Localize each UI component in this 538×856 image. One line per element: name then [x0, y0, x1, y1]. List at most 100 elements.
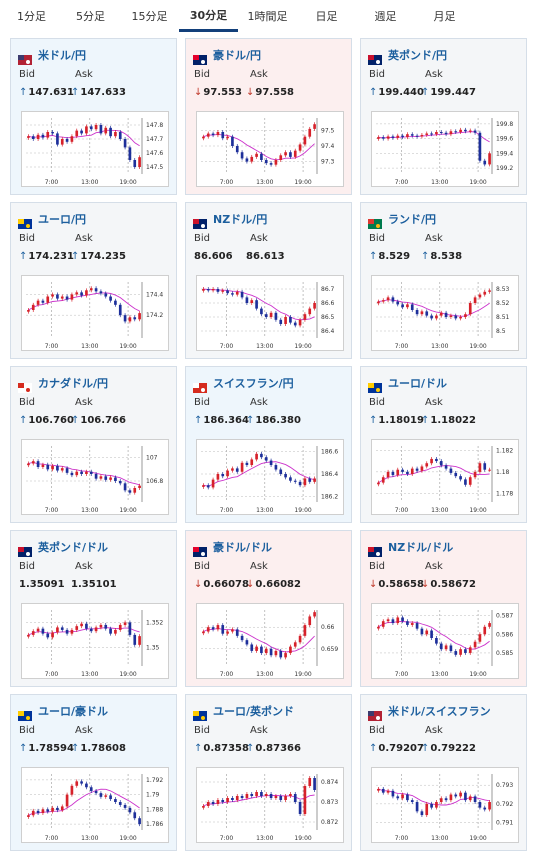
- candle-body: [109, 795, 112, 800]
- rate-card[interactable]: 豪ドル/円 Bid Ask ↓97.553 ↓97.558 7:00 13:00 19:00 9…: [185, 38, 352, 195]
- rate-card[interactable]: 英ポンド/ドル Bid Ask 1.35091 1.35101 7:00 13:00 19:0…: [10, 530, 177, 687]
- rate-card[interactable]: 米ドル/スイスフラン Bid Ask ↑0.79207 ↑0.79222 7:00 13:0…: [360, 694, 527, 851]
- candle-body: [206, 802, 210, 806]
- rate-card-header[interactable]: 英ポンド/ドル: [18, 539, 109, 557]
- rate-card-header[interactable]: 米ドル/円: [18, 47, 87, 65]
- rate-card-header[interactable]: ユーロ/英ポンド: [193, 703, 295, 721]
- candle-body: [274, 312, 278, 320]
- candle-body: [231, 136, 234, 146]
- nz-jp-flag: [193, 214, 207, 229]
- tab-5[interactable]: 日足: [315, 10, 338, 23]
- pair-name[interactable]: 英ポンド/ドル: [38, 540, 109, 554]
- candle-body: [85, 783, 88, 788]
- rate-card[interactable]: カナダドル/円 Bid Ask ↑106.760 ↑106.766 7:00 13:00 19…: [10, 366, 177, 523]
- rate-card[interactable]: 米ドル/円 Bid Ask ↑147.631 ↑147.633 7:00 13:00 19:0…: [10, 38, 177, 195]
- pair-name[interactable]: 豪ドル/ドル: [213, 540, 273, 554]
- tab-6[interactable]: 週足: [374, 10, 397, 23]
- candle-body: [31, 810, 35, 816]
- rate-card[interactable]: ユーロ/英ポンド Bid Ask ↑0.87358 ↑0.87366 7:00 13:00 1…: [185, 694, 352, 851]
- pair-name[interactable]: スイスフラン/円: [213, 376, 294, 390]
- rate-card[interactable]: ユーロ/ドル Bid Ask ↑1.18019 ↑1.18022 7:00 13:00 19:…: [360, 366, 527, 523]
- rate-card[interactable]: 豪ドル/ドル Bid Ask ↓0.66078 ↓0.66082 7:00 13:00 19:…: [185, 530, 352, 687]
- candle-body: [231, 798, 234, 800]
- pair-name[interactable]: ユーロ/ドル: [388, 376, 448, 390]
- ask-price: 1.78608: [80, 743, 126, 754]
- rate-card[interactable]: NZドル/円 Bid Ask 86.606 86.613 7:00 13:00 19:00 86…: [185, 202, 352, 359]
- y-tick-label: 1.18: [496, 469, 510, 476]
- tab-1[interactable]: 5分足: [76, 10, 105, 23]
- pair-name[interactable]: 米ドル/円: [38, 48, 87, 62]
- rate-card[interactable]: 英ポンド/円 Bid Ask ↑199.440 ↑199.447 7:00 13:00 19:…: [360, 38, 527, 195]
- pair-name[interactable]: 豪ドル/円: [213, 48, 262, 62]
- tab-2[interactable]: 15分足: [131, 10, 168, 23]
- rate-card-header[interactable]: ランド/円: [368, 211, 437, 229]
- price-chart[interactable]: 7:00 13:00 19:00 8.53 8.52 8.51 8.5: [371, 275, 519, 351]
- price-chart[interactable]: 7:00 13:00 19:00 0.66 0.659: [196, 603, 344, 679]
- price-chart[interactable]: 7:00 13:00 19:00 1.352 1.35: [21, 603, 169, 679]
- price-chart[interactable]: 7:00 13:00 19:00 107 106.8: [21, 439, 169, 515]
- x-tick-label: 13:00: [81, 343, 98, 350]
- bid-value: ↑199.440: [369, 87, 424, 98]
- rate-card-header[interactable]: ユーロ/円: [18, 211, 87, 229]
- price-chart[interactable]: 7:00 13:00 19:00 199.8 199.6 199.4 199.2: [371, 111, 519, 187]
- pair-name[interactable]: 米ドル/スイスフラン: [388, 704, 491, 718]
- candlestick-chart: 7:00 13:00 19:00 0.66 0.659: [201, 610, 338, 678]
- ask-label: Ask: [75, 69, 93, 80]
- rate-card-header[interactable]: ユーロ/ドル: [368, 375, 448, 393]
- bid-value: ↓0.58658: [369, 579, 424, 590]
- price-chart[interactable]: 7:00 13:00 19:00 174.4 174.2: [21, 275, 169, 351]
- pair-name[interactable]: ユーロ/豪ドル: [38, 704, 109, 718]
- candle-body: [430, 458, 433, 464]
- candle-body: [36, 628, 40, 632]
- candle-body: [444, 465, 448, 469]
- price-chart[interactable]: 7:00 13:00 19:00 0.874 0.873 0.872: [196, 767, 344, 843]
- candle-body: [449, 794, 453, 801]
- candle-body: [298, 802, 302, 814]
- rate-card[interactable]: NZドル/ドル Bid Ask ↓0.58658 ↓0.58672 7:00 13:00 19…: [360, 530, 527, 687]
- rate-card[interactable]: スイスフラン/円 Bid Ask ↑186.364 ↑186.380 7:00 13:00 1…: [185, 366, 352, 523]
- rate-card-header[interactable]: 米ドル/スイスフラン: [368, 703, 491, 721]
- price-chart[interactable]: 7:00 13:00 19:00 97.5 97.4 97.3: [196, 111, 344, 187]
- candle-body: [118, 481, 122, 484]
- pair-name[interactable]: 英ポンド/円: [388, 48, 448, 62]
- pair-name[interactable]: ユーロ/円: [38, 212, 87, 226]
- x-tick-label: 19:00: [469, 343, 486, 350]
- rate-card-header[interactable]: NZドル/ドル: [368, 539, 454, 557]
- rate-card-header[interactable]: NZドル/円: [193, 211, 268, 229]
- price-chart[interactable]: 7:00 13:00 19:00 0.793 0.792 0.791: [371, 767, 519, 843]
- rate-card-header[interactable]: ユーロ/豪ドル: [18, 703, 109, 721]
- tab-7[interactable]: 月足: [433, 10, 456, 23]
- pair-name[interactable]: NZドル/円: [213, 212, 268, 226]
- rate-card-header[interactable]: 豪ドル/円: [193, 47, 262, 65]
- rate-card-header[interactable]: 英ポンド/円: [368, 47, 448, 65]
- ask-price: 1.18022: [430, 415, 476, 426]
- rate-card-header[interactable]: スイスフラン/円: [193, 375, 294, 393]
- tab-0[interactable]: 1分足: [17, 10, 46, 23]
- moving-average-line: [28, 788, 140, 816]
- candle-body: [250, 644, 254, 651]
- pair-name[interactable]: ランド/円: [388, 212, 437, 226]
- price-chart[interactable]: 7:00 13:00 19:00 186.6 186.4 186.2: [196, 439, 344, 515]
- rate-card[interactable]: ユーロ/豪ドル Bid Ask ↑1.78594 ↑1.78608 7:00 13:00 19…: [10, 694, 177, 851]
- rate-card-header[interactable]: カナダドル/円: [18, 375, 109, 393]
- candle-body: [386, 297, 390, 301]
- candle-body: [473, 297, 477, 303]
- tab-4[interactable]: 1時間足: [247, 10, 288, 23]
- price-chart[interactable]: 7:00 13:00 19:00 1.792 1.79 1.788 1.786: [21, 767, 169, 843]
- candle-body: [473, 130, 477, 133]
- candle-body: [377, 788, 380, 791]
- pair-name[interactable]: カナダドル/円: [38, 376, 109, 390]
- rate-card[interactable]: ユーロ/円 Bid Ask ↑174.231 ↑174.235 7:00 13:00 19:0…: [10, 202, 177, 359]
- rate-card[interactable]: ランド/円 Bid Ask ↑8.529 ↑8.538 7:00 13:00 19:00 8.5…: [360, 202, 527, 359]
- moving-average-line: [28, 627, 140, 636]
- price-chart[interactable]: 7:00 13:00 19:00 0.587 0.586 0.585: [371, 603, 519, 679]
- tab-3[interactable]: 30分足: [179, 0, 238, 32]
- price-chart[interactable]: 7:00 13:00 19:00 147.8 147.7 147.6 147.5: [21, 111, 169, 187]
- candle-body: [459, 129, 462, 132]
- pair-name[interactable]: ユーロ/英ポンド: [213, 704, 295, 718]
- price-chart[interactable]: 7:00 13:00 19:00 1.182 1.18 1.178: [371, 439, 519, 515]
- candle-body: [274, 465, 278, 470]
- rate-card-header[interactable]: 豪ドル/ドル: [193, 539, 273, 557]
- price-chart[interactable]: 7:00 13:00 19:00 86.7 86.6 86.5 86.4: [196, 275, 344, 351]
- pair-name[interactable]: NZドル/ドル: [388, 540, 454, 554]
